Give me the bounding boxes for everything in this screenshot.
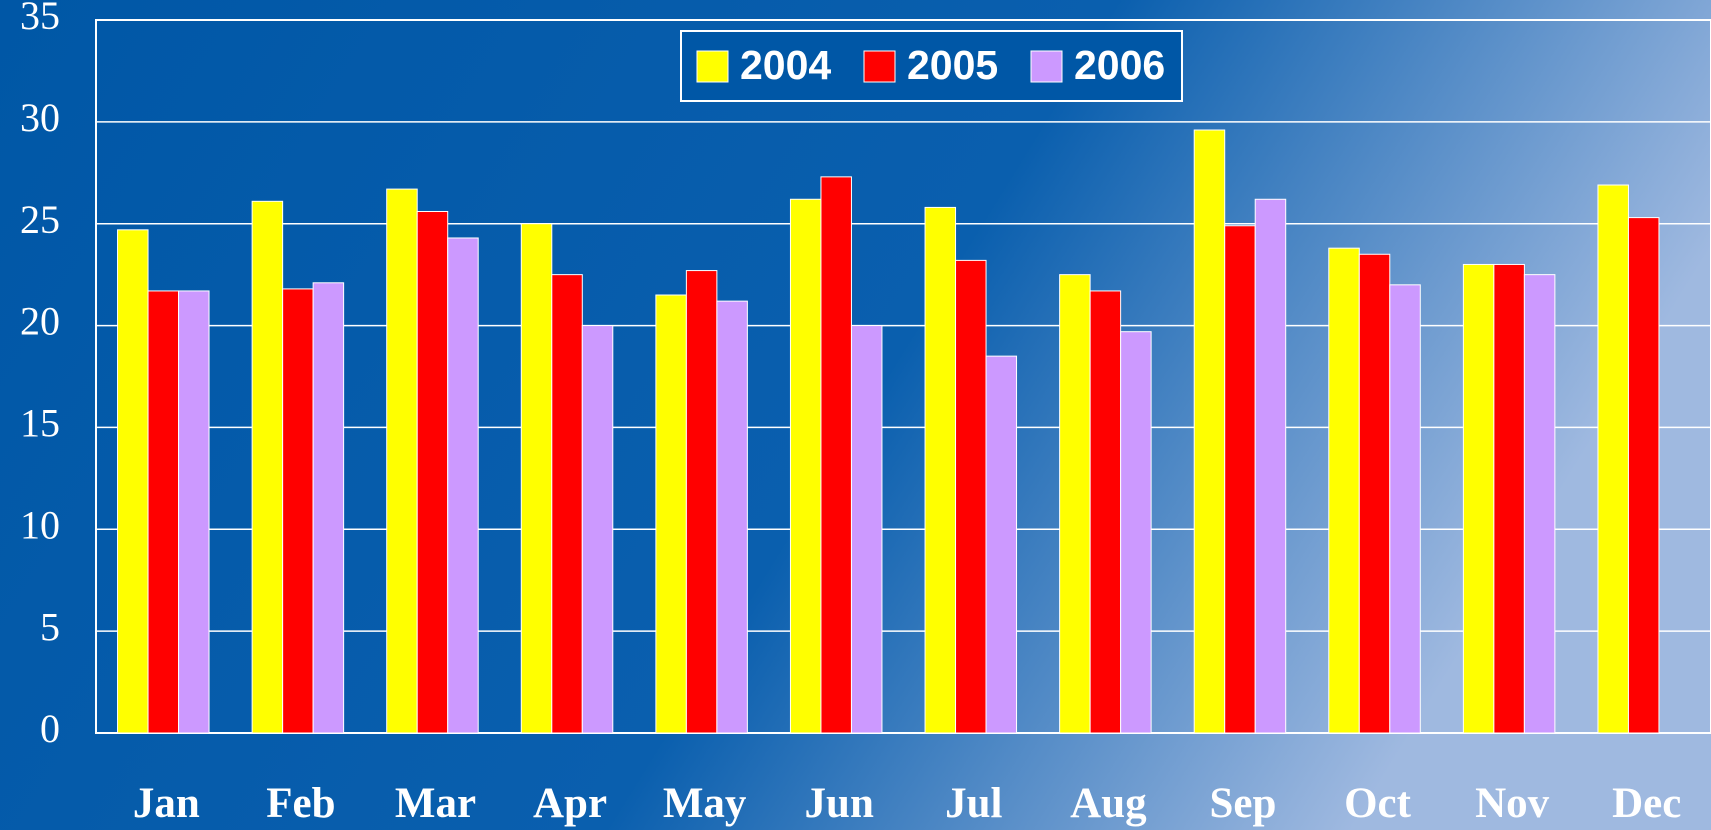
y-tick-label: 35 — [20, 0, 60, 38]
bar — [1523, 274, 1556, 734]
bar — [251, 200, 284, 734]
bar — [551, 274, 583, 734]
bar — [850, 325, 883, 734]
x-tick-label: Jan — [133, 780, 200, 827]
bar — [685, 270, 718, 734]
x-tick-label: Nov — [1475, 780, 1550, 827]
bar — [1059, 274, 1091, 734]
bar — [581, 325, 614, 734]
y-tick-label: 25 — [20, 197, 60, 242]
y-tick-label: 5 — [40, 604, 60, 649]
bar — [520, 223, 553, 734]
bar — [1328, 247, 1360, 734]
y-tick-label: 30 — [20, 95, 60, 140]
bar — [1089, 290, 1122, 734]
legend-label: 2004 — [740, 42, 831, 88]
legend-label: 2006 — [1074, 42, 1165, 88]
x-tick-label: Sep — [1209, 780, 1276, 827]
legend-label: 2005 — [907, 42, 998, 88]
bar — [1597, 184, 1629, 734]
bar — [312, 282, 345, 734]
bar — [789, 198, 822, 734]
bar — [716, 300, 748, 734]
legend-box — [680, 30, 1183, 102]
bar — [1120, 331, 1152, 734]
bar — [924, 206, 957, 734]
x-tick-label: Mar — [395, 780, 476, 827]
legend-swatch — [696, 50, 729, 83]
bar — [386, 188, 418, 734]
bar — [1358, 253, 1391, 734]
bar — [416, 210, 449, 734]
bar — [820, 176, 852, 734]
bar — [1462, 263, 1495, 734]
bar — [1493, 263, 1525, 734]
y-tick-label: 10 — [20, 502, 60, 547]
x-tick-label: Jul — [945, 780, 1002, 827]
bar — [955, 259, 987, 734]
y-tick-label: 0 — [40, 706, 60, 751]
bar — [985, 355, 1018, 734]
bar — [655, 294, 687, 734]
bar — [1389, 284, 1421, 734]
bar — [178, 290, 210, 734]
x-tick-label: Oct — [1344, 780, 1412, 827]
bar — [147, 290, 180, 734]
bar — [1254, 198, 1287, 734]
legend-swatch — [1030, 50, 1063, 83]
x-tick-label: May — [663, 780, 747, 827]
y-tick-label: 20 — [20, 299, 60, 344]
y-tick-label: 15 — [20, 401, 60, 446]
bar — [1224, 225, 1256, 734]
x-tick-label: Jun — [805, 780, 874, 827]
x-tick-label: Aug — [1070, 780, 1147, 827]
x-tick-label: Feb — [266, 780, 335, 827]
x-tick-label: Apr — [533, 780, 607, 827]
bar — [282, 288, 314, 734]
bar — [117, 229, 149, 734]
x-tick-label: Dec — [1612, 780, 1681, 827]
legend-swatch — [863, 50, 896, 83]
bar — [1627, 217, 1660, 734]
bar — [1193, 129, 1226, 734]
bar — [447, 237, 479, 734]
